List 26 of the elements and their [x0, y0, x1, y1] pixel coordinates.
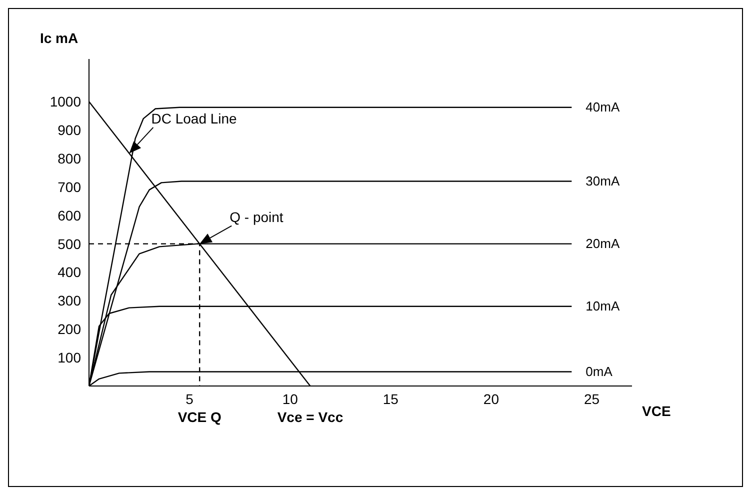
series-label: 40mA [586, 99, 620, 114]
y-tick-label: 100 [58, 350, 82, 366]
annotation: Q - point [230, 208, 284, 225]
x-tick-label: 25 [584, 390, 600, 407]
y-tick-label: 500 [58, 236, 82, 252]
annotation: Vce = Vcc [277, 409, 344, 425]
x-axis-title: VCE [642, 402, 671, 419]
x-tick-label: 10 [282, 390, 298, 407]
series-label: 0mA [586, 364, 613, 379]
y-tick-label: 800 [58, 150, 82, 166]
y-tick-label: 200 [58, 321, 82, 338]
series-label: 10mA [586, 298, 620, 314]
y-tick-label: 400 [58, 264, 82, 280]
annotation: DC Load Line [151, 110, 238, 126]
y-tick-label: 900 [58, 122, 82, 138]
x-tick-label: 15 [382, 390, 399, 407]
x-tick-label: 5 [186, 390, 194, 407]
series-label: 20mA [586, 236, 620, 251]
annotation: VCE Q [178, 409, 222, 425]
y-tick-label: 700 [58, 178, 82, 195]
y-axis-title: Ic mA [40, 30, 78, 46]
series-label: 30mA [586, 173, 620, 188]
y-tick-label: 300 [58, 292, 82, 309]
x-tick-label: 20 [483, 390, 500, 407]
y-tick-label: 600 [58, 207, 82, 224]
y-tick-label: 1000 [50, 94, 82, 110]
